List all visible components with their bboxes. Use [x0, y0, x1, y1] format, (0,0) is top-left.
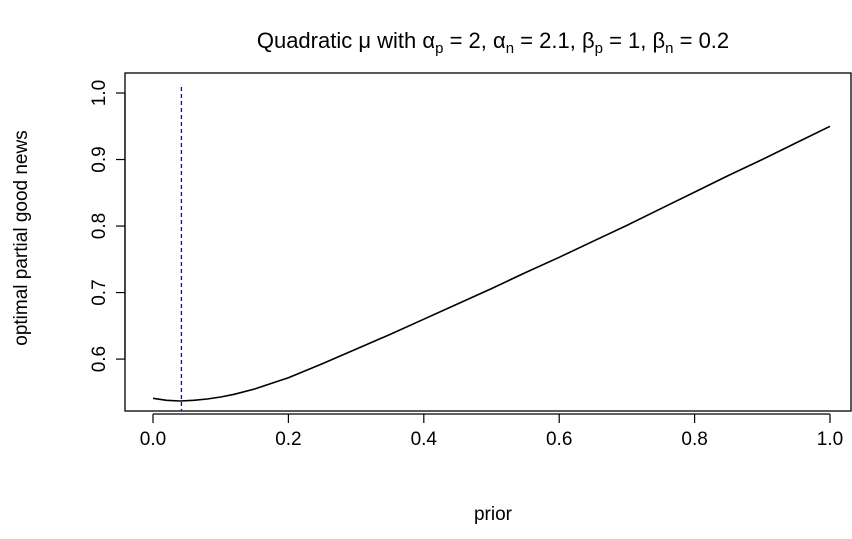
x-tick-label: 0.2: [275, 429, 301, 450]
title-segment: with: [371, 28, 422, 53]
y-tick-label: 0.8: [89, 213, 110, 239]
y-tick-label: 1.0: [89, 80, 110, 106]
title-subscript: n: [506, 40, 514, 57]
chart-title: Quadratic μ with αp = 2, αn = 2.1, βp = …: [257, 28, 729, 57]
x-axis: 0.0 0.2 0.4 0.6 0.8 1.0: [140, 413, 843, 450]
x-tick-label: 1.0: [817, 429, 843, 450]
plot-marks: [152, 87, 831, 411]
title-segment: = 2,: [443, 28, 493, 53]
title-segment: = 2.1,: [514, 28, 582, 53]
y-tick-label: 0.9: [89, 146, 110, 172]
title-subscript: n: [665, 40, 673, 57]
title-subscript: p: [435, 40, 443, 57]
title-segment: = 0.2: [674, 28, 730, 53]
plot-frame: [124, 72, 852, 412]
title-segment: β: [653, 28, 666, 53]
title-subscript: p: [595, 40, 603, 57]
series-line: [152, 125, 831, 402]
y-tick-label: 0.7: [89, 279, 110, 305]
x-tick-label: 0.0: [140, 429, 166, 450]
title-segment: μ: [358, 28, 371, 53]
title-segment: β: [582, 28, 595, 53]
x-axis-title: prior: [474, 504, 513, 525]
y-axis: 0.6 0.7 0.8 0.9 1.0: [89, 80, 126, 372]
title-segment: α: [493, 28, 506, 53]
x-tick-label: 0.6: [546, 429, 572, 450]
title-segment: Quadratic: [257, 28, 359, 53]
x-tick-label: 0.4: [411, 429, 438, 450]
y-axis-title: optimal partial good news: [11, 130, 32, 345]
y-tick-label: 0.6: [89, 346, 110, 372]
title-segment: = 1,: [603, 28, 653, 53]
title-segment: α: [422, 28, 435, 53]
x-tick-label: 0.8: [681, 429, 707, 450]
